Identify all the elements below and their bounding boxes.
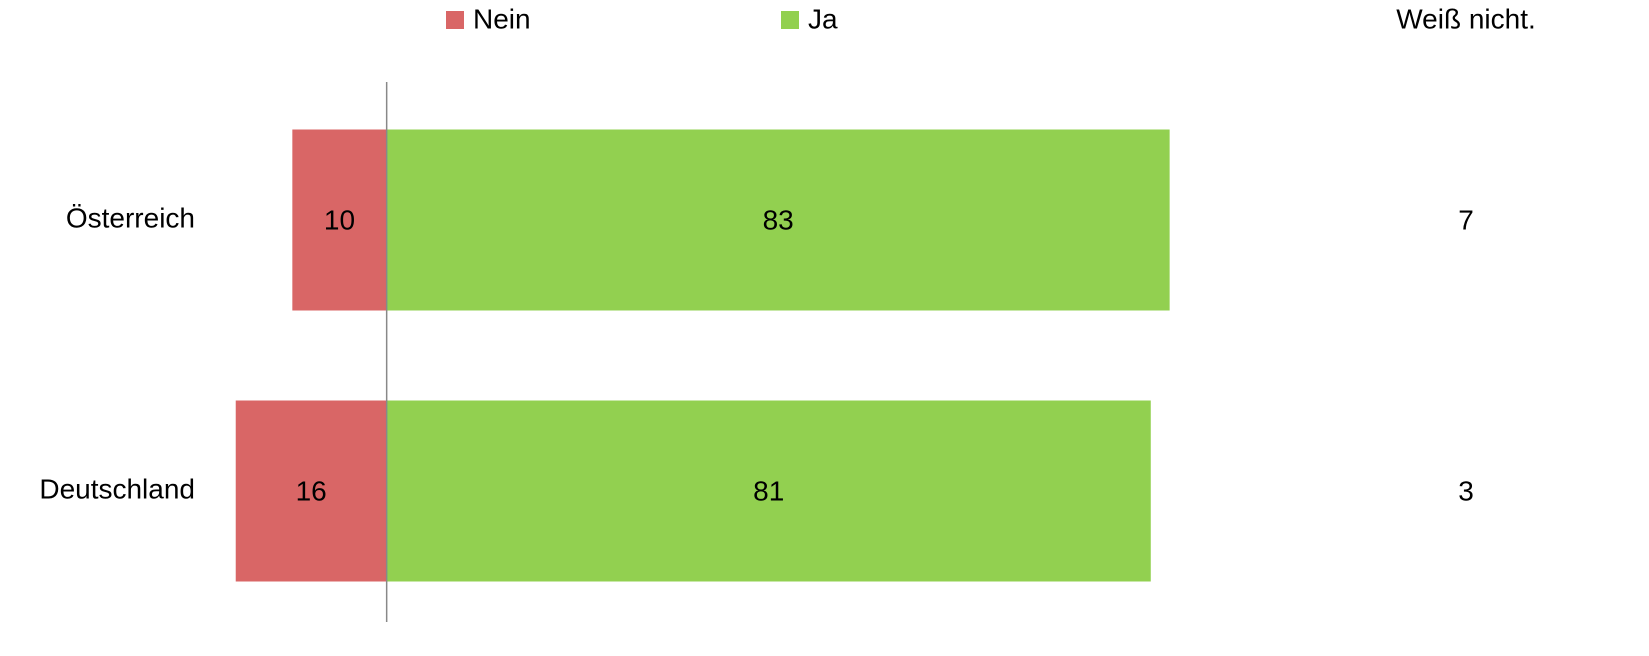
- category-label: Österreich: [66, 202, 195, 233]
- legend-swatch: [781, 11, 799, 29]
- bar-value-label: 10: [324, 204, 355, 235]
- bar-value-label: 81: [753, 475, 784, 506]
- side-value-label: 3: [1458, 475, 1474, 506]
- bar: [386, 400, 1151, 582]
- bar: [235, 400, 387, 582]
- legend-label: Weiß nicht.: [1396, 3, 1536, 34]
- bar: [292, 129, 387, 311]
- side-value-label: 7: [1458, 204, 1474, 235]
- bar-value-label: 16: [296, 475, 327, 506]
- bar: [386, 129, 1170, 311]
- legend-label: Ja: [808, 3, 838, 34]
- category-label: Deutschland: [39, 473, 195, 504]
- legend-label: Nein: [473, 3, 531, 34]
- legend-swatch: [446, 11, 464, 29]
- bar-value-label: 83: [763, 204, 794, 235]
